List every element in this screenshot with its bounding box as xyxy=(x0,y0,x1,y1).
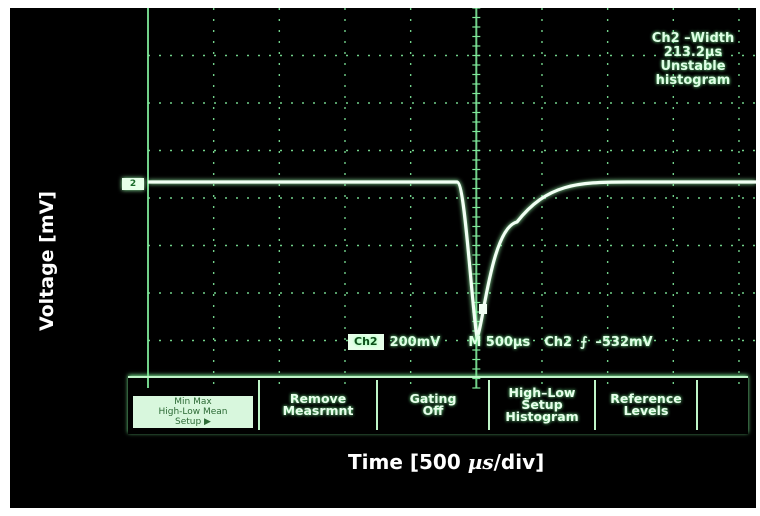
menu-line: Gating xyxy=(409,391,457,406)
scope-display xyxy=(147,8,756,389)
x-axis-label-text: Time [500 xyxy=(348,450,468,474)
menu-line: Reference xyxy=(610,391,682,406)
gating-button[interactable]: Gating Off xyxy=(378,380,490,430)
menu-line: Levels xyxy=(623,403,669,418)
reference-levels-button[interactable]: Reference Levels xyxy=(596,380,698,430)
measurement-value: 213.2µs xyxy=(663,45,723,60)
measurement-title: Ch2 –Width xyxy=(651,31,735,46)
measurement-status: Unstable xyxy=(660,59,726,74)
measurement-method: histogram xyxy=(655,73,731,88)
softkey-menu: Min Max High-Low Mean Setup ▶ Remove Mea… xyxy=(128,376,748,434)
x-axis-label-tail: /div] xyxy=(493,450,545,474)
y-axis-label: Voltage [mV] xyxy=(32,186,62,336)
high-low-setup-button[interactable]: High–Low Setup Histogram xyxy=(490,380,596,430)
remove-measurement-button[interactable]: Remove Measrmnt xyxy=(260,380,378,430)
measurement-readout: Ch2 –Width 213.2µs Unstable histogram xyxy=(638,32,748,88)
menu-line: Measrmnt xyxy=(282,403,354,418)
menu-line: Setup ▶ xyxy=(175,417,211,427)
y-axis-label-text: Voltage [mV] xyxy=(36,190,59,332)
channel-ground-marker: 2 xyxy=(122,178,144,190)
trigger-source: Ch2 xyxy=(544,334,573,350)
volts-per-div: 200mV xyxy=(389,334,441,350)
channel-badge: Ch2 xyxy=(348,334,384,350)
menu-line: Off xyxy=(422,403,444,418)
status-bar: Ch2 200mV M 500µs Ch2 ⨍ –532mV xyxy=(348,332,653,352)
menu-button-min-max[interactable]: Min Max High-Low Mean Setup ▶ xyxy=(128,380,260,430)
menu-line: Min Max xyxy=(174,397,212,407)
oscilloscope-screen: 2 Ch2 –Width 213.2µs Unstable histogram … xyxy=(10,8,756,508)
menu-line: Remove xyxy=(289,391,347,406)
menu-line: Histogram xyxy=(505,409,579,424)
trigger-slope-icon: ⨍ xyxy=(580,334,588,350)
menu-line: High-Low Mean xyxy=(158,407,228,417)
trigger-level: –532mV xyxy=(595,334,653,350)
trigger-marker xyxy=(479,304,487,314)
waveform-trace xyxy=(148,180,756,340)
menu-line: High–Low xyxy=(508,385,576,400)
horizontal-scale: M 500µs xyxy=(468,334,531,350)
x-axis-label: Time [500 µs/div] xyxy=(348,450,544,474)
menu-line: Setup xyxy=(521,397,563,412)
x-axis-label-unit: µs xyxy=(467,450,494,474)
